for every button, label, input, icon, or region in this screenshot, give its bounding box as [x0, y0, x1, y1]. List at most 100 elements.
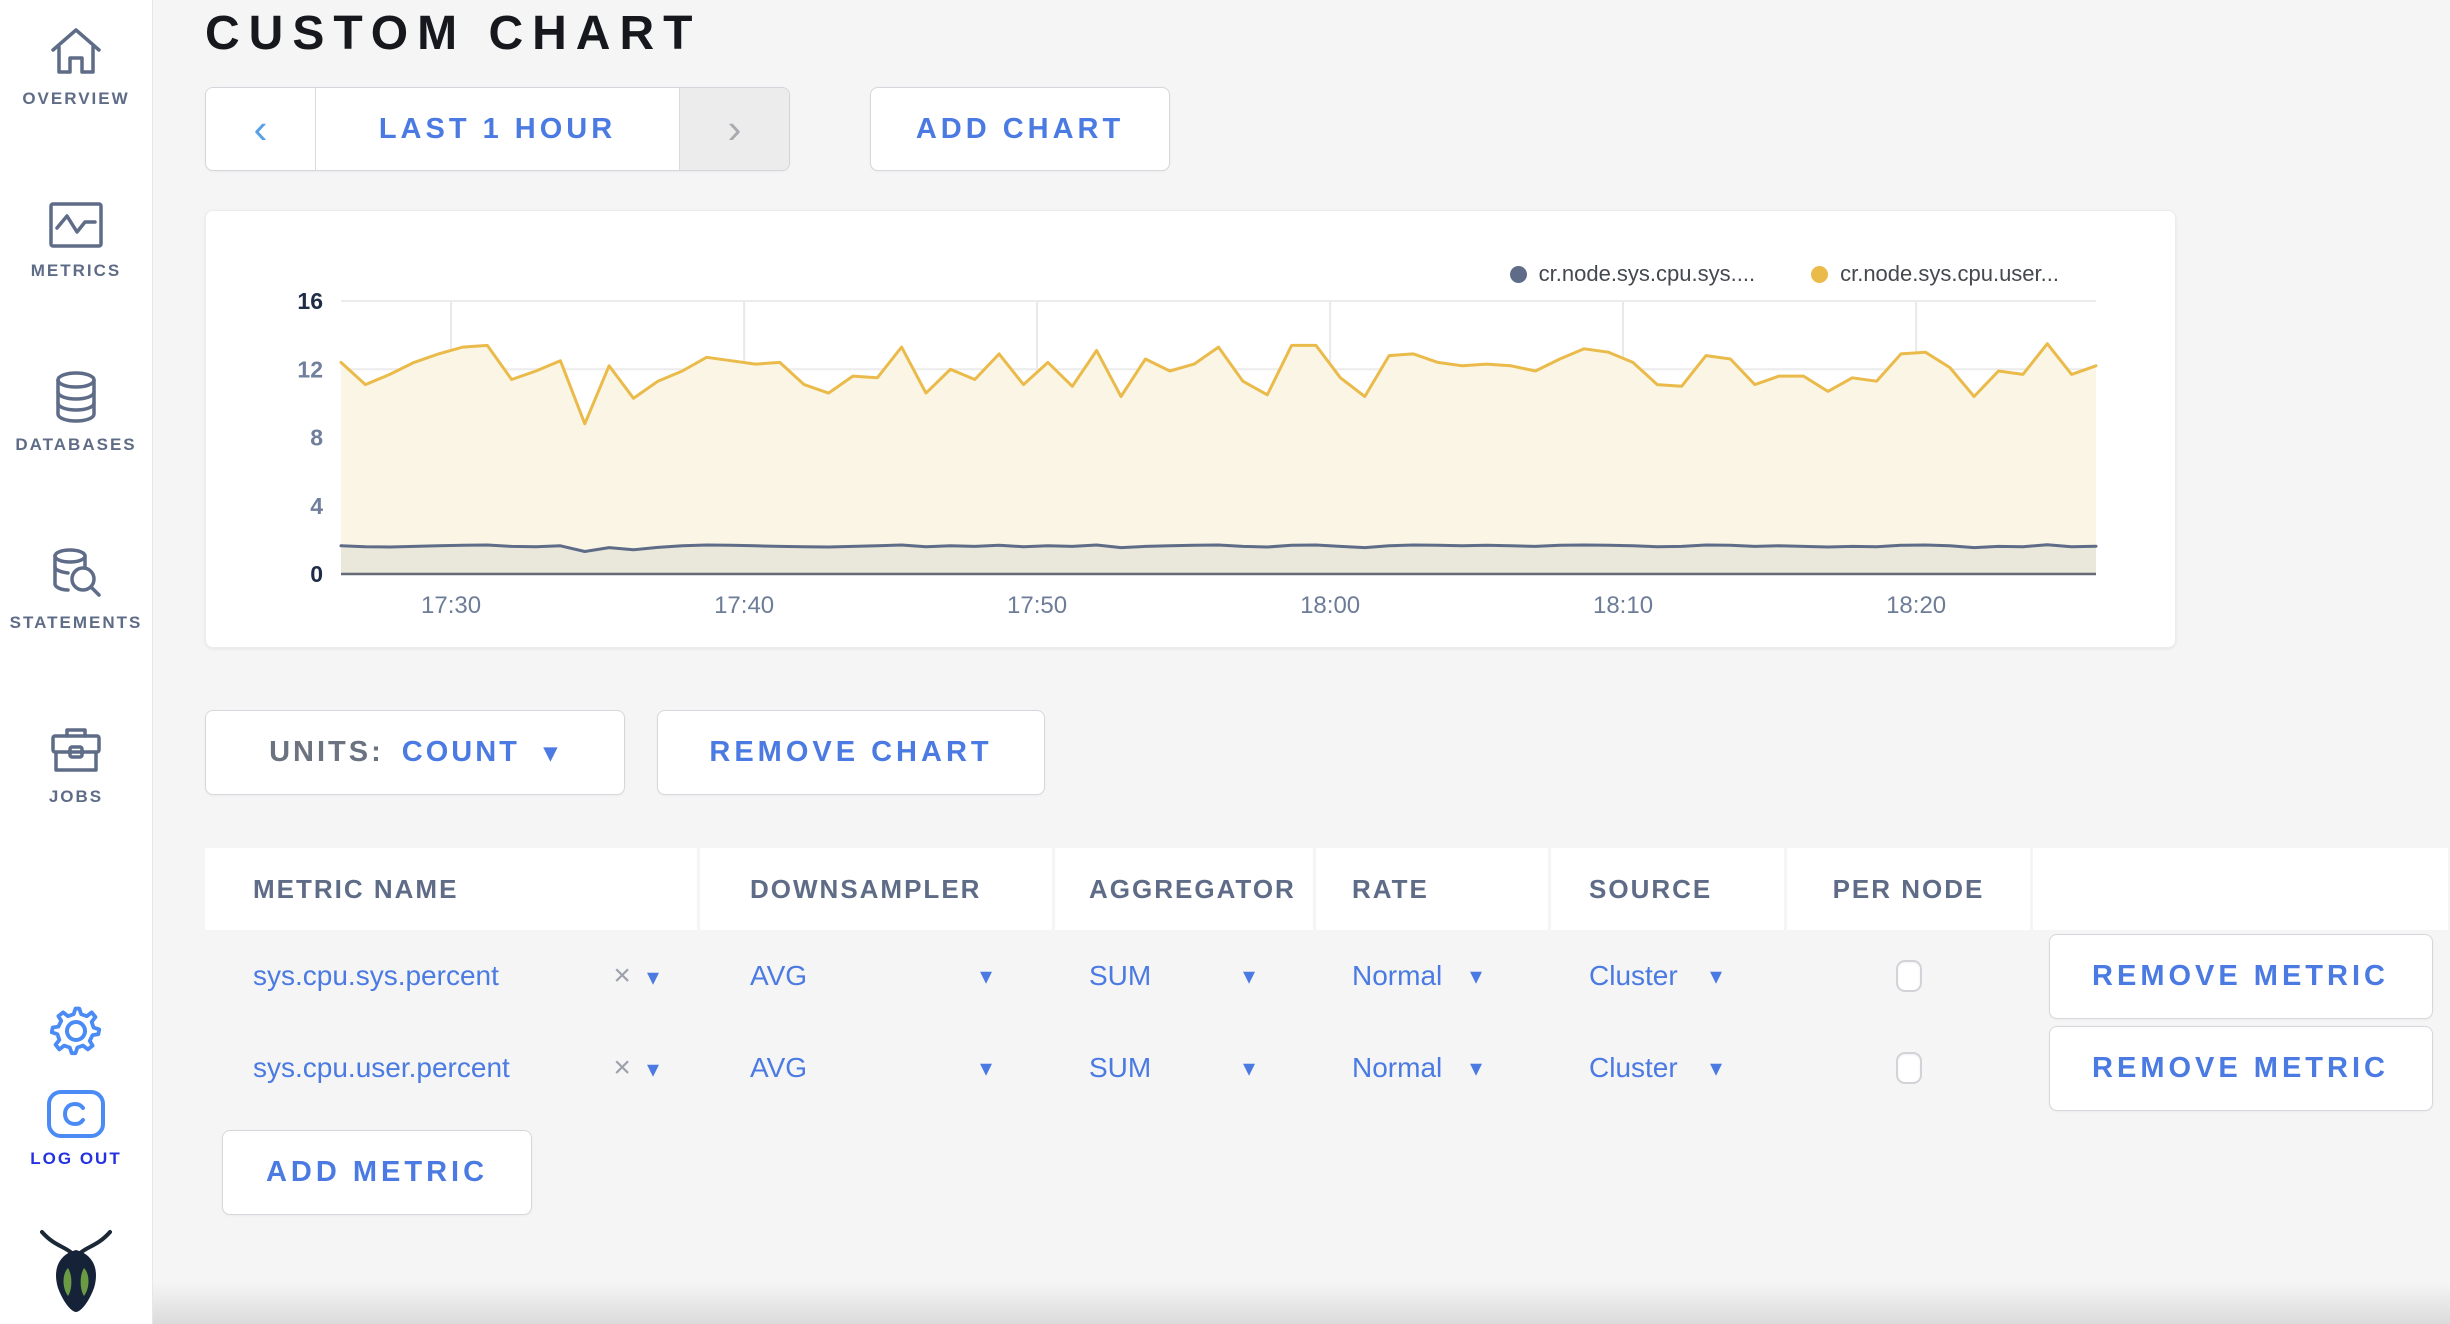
downsampler-dropdown[interactable]: AVG ▾ [700, 960, 1052, 992]
page-title: CUSTOM CHART [205, 7, 702, 60]
legend-dot-user [1811, 265, 1829, 283]
remove-chart-button[interactable]: REMOVE CHART [657, 710, 1045, 795]
rate-dropdown[interactable]: Normal ▾ [1316, 1052, 1548, 1084]
source-value: Cluster [1589, 960, 1678, 991]
downsampler-value: AVG [750, 960, 808, 991]
legend-item[interactable]: cr.node.sys.cpu.user... [1811, 261, 2059, 287]
svg-text:17:40: 17:40 [714, 592, 774, 619]
sidebar-item-statements[interactable]: STATEMENTS [0, 546, 152, 633]
sidebar-item-metrics[interactable]: METRICS [0, 198, 152, 281]
remove-metric-button[interactable]: REMOVE METRIC [2048, 933, 2433, 1019]
home-icon [51, 28, 101, 74]
per-node-checkbox[interactable] [1895, 960, 1922, 992]
time-range-next-button[interactable]: › [679, 88, 789, 170]
svg-text:18:10: 18:10 [1593, 592, 1653, 619]
remove-metric-button[interactable]: REMOVE METRIC [2048, 1025, 2433, 1111]
metric-name-select[interactable]: sys.cpu.sys.percent × ▾ [205, 930, 697, 1022]
svg-text:12: 12 [297, 356, 323, 382]
time-range-prev-button[interactable]: ‹ [206, 88, 316, 170]
col-header-rate: RATE [1316, 848, 1548, 930]
time-range-selector: ‹ LAST 1 HOUR › [205, 87, 790, 171]
downsampler-dropdown[interactable]: AVG ▾ [700, 1052, 1052, 1084]
svg-text:17:30: 17:30 [421, 592, 481, 619]
source-dropdown[interactable]: Cluster ▾ [1551, 960, 1784, 992]
units-value: COUNT [401, 736, 520, 768]
time-range-label[interactable]: LAST 1 HOUR [378, 112, 617, 145]
svg-text:8: 8 [310, 425, 323, 451]
units-dropdown[interactable]: UNITS: COUNT ▾ [205, 710, 625, 795]
chevron-down-icon: ▾ [646, 1056, 659, 1083]
cockroach-logo[interactable] [0, 1228, 152, 1314]
databases-icon [56, 371, 96, 423]
chevron-down-icon: ▾ [646, 964, 659, 991]
col-header-aggregator: AGGREGATOR [1055, 848, 1313, 930]
source-value: Cluster [1589, 1052, 1678, 1083]
chevron-down-icon: ▾ [1469, 1054, 1482, 1082]
gear-icon [49, 1006, 102, 1056]
statements-icon [53, 548, 101, 597]
col-header-source: SOURCE [1551, 848, 1784, 930]
sidebar-item-databases[interactable]: DATABASES [0, 368, 152, 455]
legend-item[interactable]: cr.node.sys.cpu.sys.... [1509, 261, 1756, 287]
briefcase-icon [51, 728, 101, 772]
chevron-down-icon: ▾ [979, 962, 992, 990]
aggregator-value: SUM [1089, 1052, 1152, 1083]
rate-dropdown[interactable]: Normal ▾ [1316, 960, 1548, 992]
col-header-actions [2033, 848, 2448, 930]
sidebar-item-label: OVERVIEW [22, 89, 130, 108]
metric-table: METRIC NAME DOWNSAMPLER AGGREGATOR RATE … [205, 848, 2448, 1114]
units-row: UNITS: COUNT ▾ REMOVE CHART [205, 710, 1045, 795]
cpu-usage-chart: 17:30 17:40 17:50 18:00 18:10 18:20 0 4 8 12 16 [297, 291, 2098, 619]
chevron-down-icon: ▾ [1242, 962, 1255, 990]
chevron-down-icon: ▾ [1709, 1054, 1722, 1082]
cockroach-c-icon [47, 1090, 105, 1138]
aggregator-dropdown[interactable]: SUM ▾ [1055, 960, 1313, 992]
metric-row: sys.cpu.sys.percent × ▾ AVG ▾ SUM ▾ Normal ▾… [205, 930, 2448, 1022]
chevron-down-icon: ▾ [543, 737, 561, 767]
clear-metric-icon[interactable]: × [613, 959, 631, 992]
svg-text:17:50: 17:50 [1007, 592, 1067, 619]
clear-metric-icon[interactable]: × [613, 1051, 631, 1084]
sidebar-item-label: METRICS [30, 261, 122, 280]
svg-text:18:00: 18:00 [1300, 592, 1360, 619]
col-header-metric-name: METRIC NAME [205, 848, 697, 930]
metric-name-value: sys.cpu.sys.percent [253, 960, 499, 991]
chevron-down-icon: ▾ [979, 1054, 992, 1082]
chart-legend: cr.node.sys.cpu.sys.... cr.node.sys.cpu.… [1509, 261, 2059, 287]
per-node-checkbox[interactable] [1895, 1052, 1922, 1084]
logout-button[interactable]: LOG OUT [0, 1088, 152, 1169]
sidebar-item-jobs[interactable]: JOBS [0, 722, 152, 807]
metric-name-select[interactable]: sys.cpu.user.percent × ▾ [205, 1022, 697, 1114]
settings-button[interactable] [0, 1000, 152, 1058]
rate-value: Normal [1352, 1052, 1443, 1083]
col-header-downsampler: DOWNSAMPLER [700, 848, 1052, 930]
toolbar: ‹ LAST 1 HOUR › ADD CHART [205, 87, 1170, 171]
sidebar-item-label: DATABASES [15, 435, 137, 454]
source-dropdown[interactable]: Cluster ▾ [1551, 1052, 1784, 1084]
svg-text:18:20: 18:20 [1886, 592, 1946, 619]
chart-panel: cr.node.sys.cpu.sys.... cr.node.sys.cpu.… [205, 210, 2176, 648]
units-label: UNITS: [269, 736, 384, 768]
col-header-per-node: PER NODE [1787, 848, 2030, 930]
svg-text:4: 4 [310, 493, 323, 519]
legend-label: cr.node.sys.cpu.sys.... [1538, 261, 1756, 286]
aggregator-value: SUM [1089, 960, 1152, 991]
sidebar-item-overview[interactable]: OVERVIEW [0, 22, 152, 109]
sidebar-item-label: STATEMENTS [9, 613, 143, 632]
svg-text:0: 0 [310, 561, 323, 587]
cockroach-bug-icon [40, 1230, 112, 1312]
metric-row: sys.cpu.user.percent × ▾ AVG ▾ SUM ▾ Normal… [205, 1022, 2448, 1114]
rate-value: Normal [1352, 960, 1443, 991]
add-chart-button[interactable]: ADD CHART [870, 87, 1170, 171]
svg-text:16: 16 [297, 291, 323, 314]
chevron-down-icon: ▾ [1469, 962, 1482, 990]
table-header-row: METRIC NAME DOWNSAMPLER AGGREGATOR RATE … [205, 848, 2448, 930]
add-metric-button[interactable]: ADD METRIC [222, 1130, 532, 1215]
metrics-icon [49, 202, 103, 248]
aggregator-dropdown[interactable]: SUM ▾ [1055, 1052, 1313, 1084]
metric-name-value: sys.cpu.user.percent [253, 1052, 510, 1083]
downsampler-value: AVG [750, 1052, 808, 1083]
legend-dot-sys [1509, 265, 1527, 283]
scroll-shadow [153, 1282, 2450, 1324]
